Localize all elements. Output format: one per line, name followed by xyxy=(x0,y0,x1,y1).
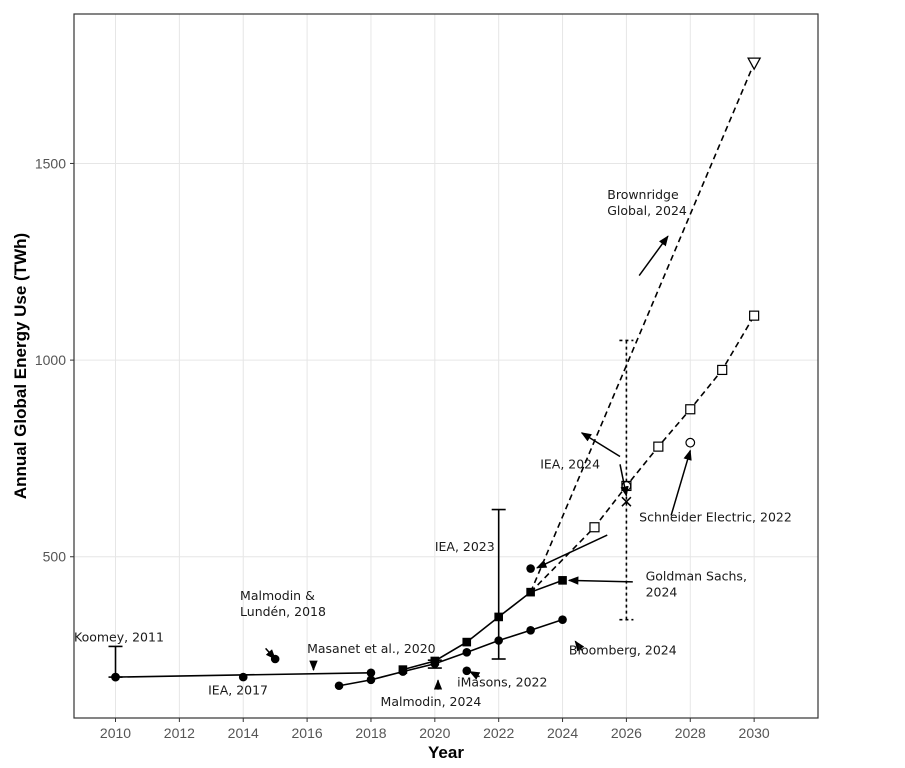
annotation-arrow-4 xyxy=(574,640,585,652)
annotation-arrow-8 xyxy=(619,464,629,497)
annotation-line: 2024 xyxy=(646,584,678,599)
annotation-line: Bloomberg, 2024 xyxy=(569,642,677,657)
annotation-line: IEA, 2017 xyxy=(208,682,268,697)
point-imasons xyxy=(462,666,472,676)
annotation-label-1: Malmodin & Lundén, 2018 xyxy=(240,588,326,619)
gridlines xyxy=(74,14,818,718)
x-axis-title: Year xyxy=(428,743,464,762)
annotation-arrow-9 xyxy=(580,432,621,458)
series-point-iea2023-2019 xyxy=(398,665,408,674)
annotation-arrow-5 xyxy=(567,576,633,585)
x-tick-label-2026: 2026 xyxy=(611,725,642,741)
x-tick-label-2020: 2020 xyxy=(419,725,450,741)
annotation-label-9: Schneider Electric, 2022 xyxy=(639,509,792,524)
series-point-malmodin2024-2017 xyxy=(334,681,344,691)
annotation-arrow-6 xyxy=(536,534,608,569)
y-axis-title: Annual Global Energy Use (TWh) xyxy=(11,233,30,499)
x-tick-label-2030: 2030 xyxy=(739,725,770,741)
annotation-label-5: iMasons, 2022 xyxy=(457,675,547,690)
annotation-label-4: Malmodin, 2024 xyxy=(381,694,482,709)
series-point-schneider-2025 xyxy=(589,522,600,533)
annotation-line: Malmodin & xyxy=(240,588,315,603)
plot-frame xyxy=(73,13,819,719)
point-goldman xyxy=(526,564,535,573)
annotation-line: Masanet et al., 2020 xyxy=(307,641,436,656)
series-point-malmodin2024-2022 xyxy=(494,636,503,645)
x-tick-label-2018: 2018 xyxy=(355,725,386,741)
x-tick-label-2014: 2014 xyxy=(228,725,259,741)
annotation-line: iMasons, 2022 xyxy=(457,675,547,690)
annotation-line: IEA, 2024 xyxy=(540,456,600,471)
series-point-malmodin2024-2024 xyxy=(558,615,567,624)
annotation-label-7: Bloomberg, 2024 xyxy=(569,642,677,657)
series-line-brownridge xyxy=(529,62,755,593)
y-tick-label-1500: 1500 xyxy=(35,155,66,171)
series-point-malmodin2024-2021 xyxy=(462,648,472,657)
annotation-arrow-0 xyxy=(265,647,276,660)
series-point-iea2023-2022 xyxy=(494,612,503,622)
annotation-label-2: IEA, 2017 xyxy=(208,682,268,697)
series-point-schneider-2030 xyxy=(749,310,760,321)
axis-ticks: 2010 2012 2014 2016 2018 2020 2022 2024 2026 2028… xyxy=(35,155,770,741)
point-koomey xyxy=(111,672,120,682)
x-tick-label-2012: 2012 xyxy=(164,725,195,741)
annotation-line: Koomey, 2011 xyxy=(74,629,164,644)
annotation-label-11: Brownridge Global, 2024 xyxy=(607,187,687,218)
annotation-line: Global, 2024 xyxy=(607,203,687,218)
series-line-malmodin2024 xyxy=(338,618,563,687)
series-line-schneider xyxy=(530,315,755,593)
annotation-arrow-10 xyxy=(638,235,669,276)
series-point-schneider-2029 xyxy=(717,364,728,376)
point-iea2017 xyxy=(238,672,248,682)
series-line-iea2023 xyxy=(402,579,563,671)
annotation-line: Malmodin, 2024 xyxy=(381,694,482,709)
series-point-schneider-2028 xyxy=(685,404,696,415)
annotations: Koomey, 2011 Malmodin & Lundén, 2018 IEA, 2… xyxy=(74,187,792,709)
series-point-iea2023-2024 xyxy=(558,576,567,585)
series-point-schneider-2027 xyxy=(653,441,664,452)
series-point-masanet-2018 xyxy=(366,668,376,678)
series-point-iea2023-2023 xyxy=(526,587,535,597)
annotation-label-0: Koomey, 2011 xyxy=(74,629,164,644)
annotation-arrows xyxy=(265,235,692,690)
annotation-line: Schneider Electric, 2022 xyxy=(639,509,792,524)
series-point-iea2023-2020 xyxy=(430,656,440,666)
annotation-label-3: Masanet et al., 2020 xyxy=(307,641,436,656)
point-iea2024 xyxy=(621,496,632,507)
x-tick-label-2028: 2028 xyxy=(675,725,706,741)
x-tick-label-2016: 2016 xyxy=(292,725,323,741)
annotation-line: Brownridge xyxy=(607,187,679,202)
annotation-arrow-7 xyxy=(670,449,692,516)
annotation-label-8: Goldman Sachs, 2024 xyxy=(646,568,747,599)
x-tick-label-2010: 2010 xyxy=(100,725,131,741)
series-point-brownridge-2030 xyxy=(747,57,762,71)
annotation-line: IEA, 2023 xyxy=(435,539,495,554)
y-tick-label-500: 500 xyxy=(43,549,67,565)
annotation-arrow-3 xyxy=(469,670,481,680)
annotation-label-6: IEA, 2023 xyxy=(435,539,495,554)
y-tick-label-1000: 1000 xyxy=(35,352,66,368)
x-tick-label-2024: 2024 xyxy=(547,725,578,741)
point-open_circle_2028 xyxy=(685,437,696,448)
series-point-iea2023-2021 xyxy=(462,637,472,647)
annotation-label-10: IEA, 2024 xyxy=(540,456,600,471)
annotation-line: Lundén, 2018 xyxy=(240,604,326,619)
annotation-line: Goldman Sachs, xyxy=(646,568,747,583)
series-point-malmodin2024-2023 xyxy=(526,625,535,635)
series-point-malmodin2024-2018 xyxy=(366,675,376,685)
x-tick-label-2022: 2022 xyxy=(483,725,514,741)
